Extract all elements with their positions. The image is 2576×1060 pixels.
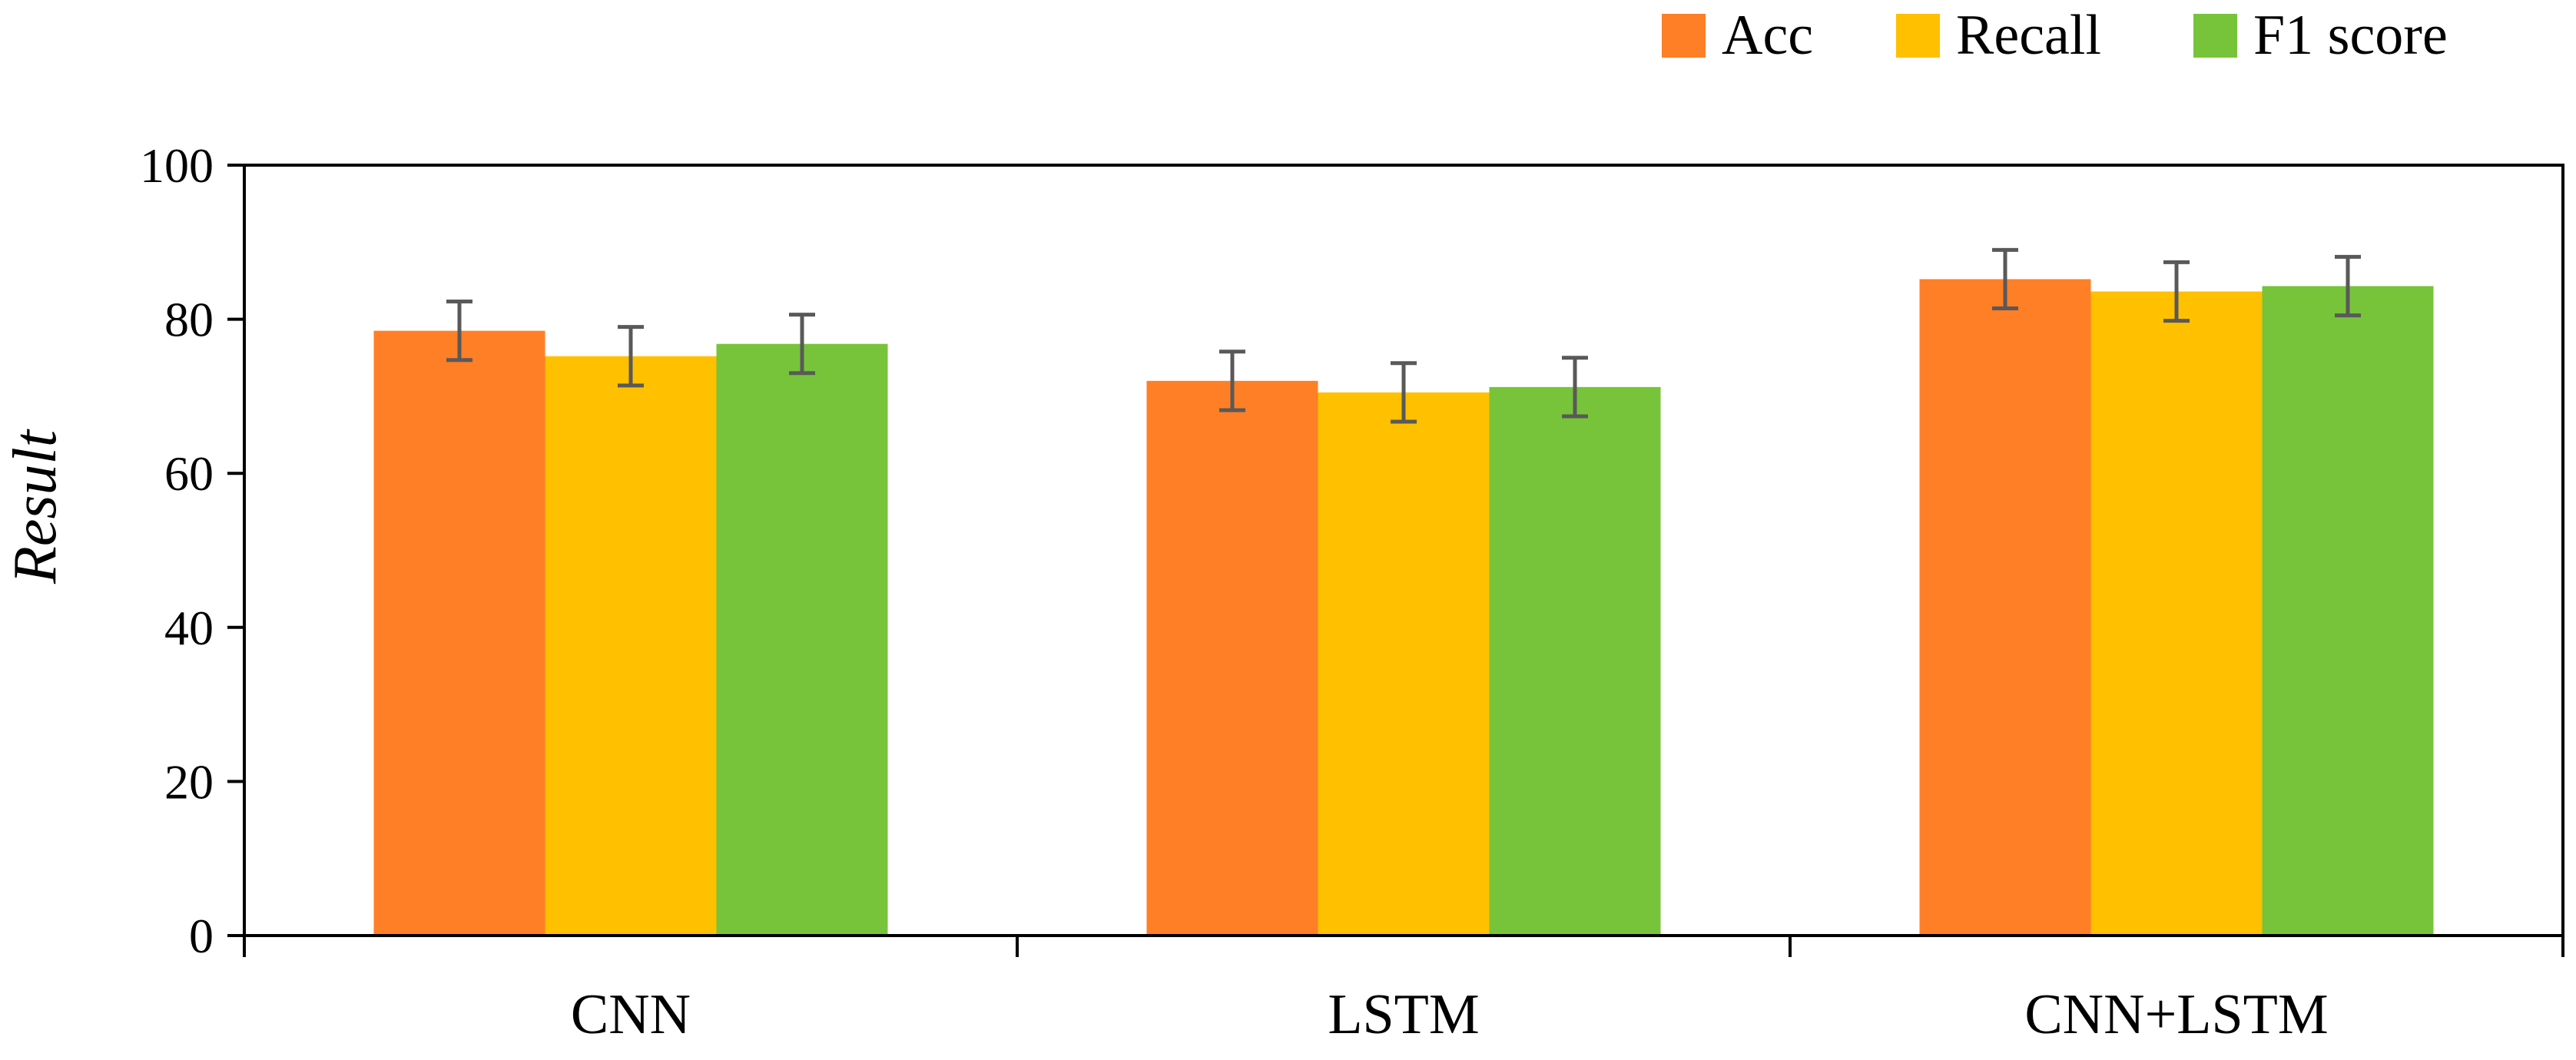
y-tick-label: 0 [189, 909, 214, 963]
plot-frame [243, 164, 2564, 937]
bar [545, 356, 717, 936]
legend-swatch [2193, 14, 2237, 58]
error-bar [1219, 349, 1245, 412]
error-bar [1992, 247, 2018, 311]
legend-label: Acc [1722, 4, 1813, 67]
error-bar [2335, 254, 2361, 318]
error-bar [446, 300, 472, 363]
bar [1318, 392, 1490, 936]
bar [1489, 386, 1661, 936]
legend-swatch [1896, 14, 1940, 58]
error-bar-group [446, 247, 2361, 424]
error-bar [1391, 361, 1417, 424]
y-tick-label: 20 [164, 754, 214, 809]
x-tick-label: LSTM [1328, 983, 1479, 1046]
error-bar [789, 313, 815, 376]
bar [373, 330, 545, 936]
y-tick-label: 40 [164, 601, 214, 655]
x-tick-label: CNN [571, 983, 691, 1046]
y-tick-label: 60 [164, 446, 214, 501]
y-tick-label: 80 [164, 293, 214, 347]
error-bar [2163, 260, 2190, 323]
legend-item: Acc [1662, 4, 1813, 67]
y-axis-label: Result [2, 429, 69, 585]
chart-legend: Acc Recall F1 score [1662, 4, 2448, 67]
legend-label: F1 score [2253, 4, 2448, 67]
error-bar [1562, 356, 1588, 419]
legend-swatch [1662, 14, 1706, 58]
legend-item: F1 score [2193, 4, 2448, 67]
x-tick-label: CNN+LSTM [2024, 983, 2328, 1046]
bar-group [373, 279, 2434, 936]
legend-item: Recall [1896, 4, 2101, 67]
bar [2262, 286, 2434, 936]
legend-label: Recall [1956, 4, 2101, 67]
bar [2090, 291, 2263, 936]
error-bar [618, 325, 644, 388]
bar [1146, 380, 1318, 936]
bar [1919, 279, 2091, 936]
y-tick-label: 100 [140, 138, 214, 193]
axes: 0 20 40 60 80 100 CNN LSTM CNN+LSTM [140, 138, 2564, 1046]
bar [716, 343, 888, 936]
